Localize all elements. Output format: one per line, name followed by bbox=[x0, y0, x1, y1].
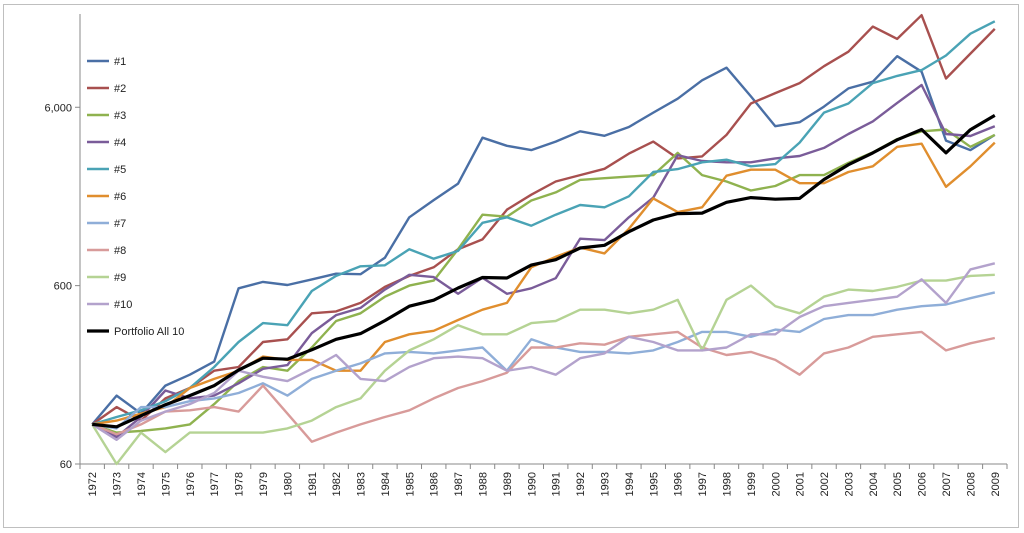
x-tick-label: 1991 bbox=[551, 472, 563, 496]
series-line-7 bbox=[92, 291, 996, 430]
x-tick-label: 1986 bbox=[429, 472, 441, 496]
chart-legend: #1 #2 #3 #4 #5 #6 #7 #8 #9 #10 Portfolio All 10 bbox=[87, 56, 184, 338]
x-tick-label: 1994 bbox=[624, 472, 636, 496]
legend-label: #9 bbox=[114, 272, 126, 284]
legend-label: #8 bbox=[114, 245, 126, 257]
x-tick-label: 2008 bbox=[965, 472, 977, 496]
series-line-4 bbox=[91, 83, 996, 439]
y-tick-label: 60 bbox=[60, 459, 72, 471]
x-tick-label: 1993 bbox=[599, 472, 611, 496]
x-tick-label: 2009 bbox=[990, 472, 1002, 496]
series-line-2 bbox=[91, 13, 996, 426]
series-line-3 bbox=[91, 128, 996, 434]
x-tick-label: 2000 bbox=[770, 472, 782, 496]
series-line-11 bbox=[92, 114, 996, 429]
x-tick-label: 1998 bbox=[721, 472, 733, 496]
legend-label: #7 bbox=[114, 218, 126, 230]
x-tick-label: 1996 bbox=[673, 472, 685, 496]
legend-label: #6 bbox=[114, 191, 126, 203]
chart-lines bbox=[91, 13, 996, 466]
chart-axes: 60 600 6,000 1972 1973 1974 1975 1976 1977 1978 19… bbox=[44, 14, 1008, 496]
x-tick-label: 1983 bbox=[356, 472, 368, 496]
y-tick-label: 600 bbox=[54, 281, 72, 293]
x-tick-label: 2003 bbox=[843, 472, 855, 496]
x-tick-label: 1976 bbox=[185, 472, 197, 496]
x-tick-label: 1972 bbox=[87, 472, 99, 496]
x-tick-label: 1984 bbox=[380, 472, 392, 496]
x-tick-label: 1997 bbox=[697, 472, 709, 496]
x-tick-label: 1979 bbox=[258, 472, 270, 496]
x-tick-label: 2001 bbox=[795, 472, 807, 496]
legend-label: #5 bbox=[114, 164, 126, 176]
legend-label: #3 bbox=[114, 110, 126, 122]
y-tick-label: 6,000 bbox=[44, 102, 72, 114]
x-tick-label: 1980 bbox=[282, 472, 294, 496]
series-line-8 bbox=[91, 330, 996, 443]
x-tick-label: 1981 bbox=[307, 472, 319, 496]
x-tick-label: 1999 bbox=[746, 472, 758, 496]
x-tick-label: 1985 bbox=[404, 472, 416, 496]
x-tick-label: 1982 bbox=[331, 472, 343, 496]
x-tick-label: 1973 bbox=[112, 472, 124, 496]
series-line-5 bbox=[91, 20, 996, 426]
x-tick-label: 1975 bbox=[160, 472, 172, 496]
x-tick-label: 1977 bbox=[209, 472, 221, 496]
series-line-1 bbox=[91, 55, 996, 426]
x-tick-label: 1988 bbox=[478, 472, 490, 496]
series-line-10 bbox=[91, 262, 996, 441]
x-tick-label: 1987 bbox=[453, 472, 465, 496]
x-tick-label: 2005 bbox=[892, 472, 904, 496]
x-tick-label: 2007 bbox=[941, 472, 953, 496]
legend-label: #1 bbox=[114, 56, 126, 68]
x-tick-label: 1995 bbox=[648, 472, 660, 496]
series-line-9 bbox=[91, 273, 995, 466]
x-tick-label: 2002 bbox=[819, 472, 831, 496]
x-tick-label: 1990 bbox=[526, 472, 538, 496]
x-tick-label: 2006 bbox=[917, 472, 929, 496]
x-tick-label: 1989 bbox=[502, 472, 514, 496]
legend-label: #10 bbox=[114, 299, 132, 311]
x-tick-label: 1974 bbox=[136, 472, 148, 496]
legend-label: #4 bbox=[114, 137, 126, 149]
legend-label: Portfolio All 10 bbox=[114, 326, 184, 338]
x-tick-label: 1978 bbox=[234, 472, 246, 496]
chart-frame bbox=[3, 4, 1019, 528]
x-tick-label: 2004 bbox=[868, 472, 880, 496]
legend-label: #2 bbox=[114, 83, 126, 95]
x-tick-label: 1992 bbox=[575, 472, 587, 496]
